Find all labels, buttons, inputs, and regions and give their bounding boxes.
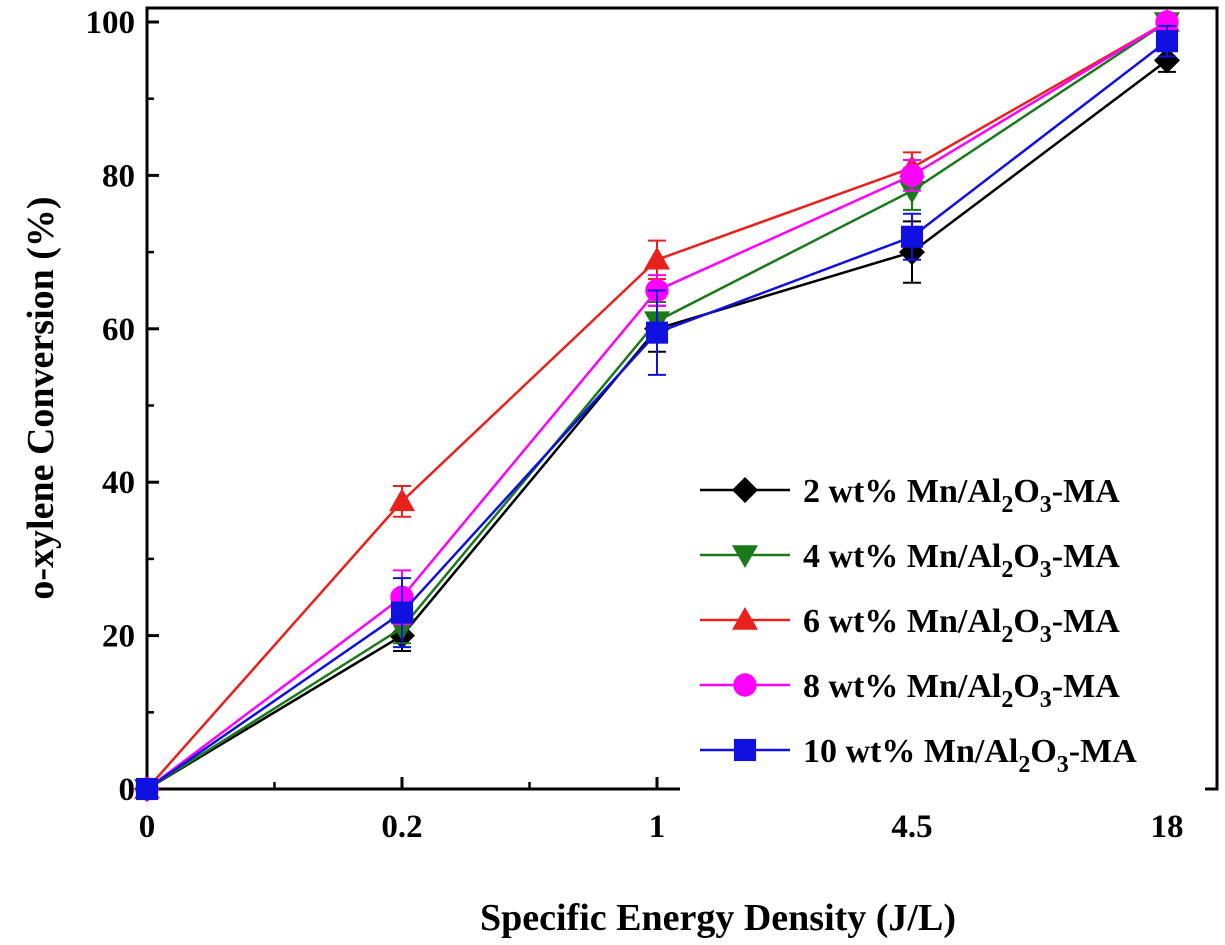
x-tick-label: 4.5 — [891, 809, 932, 845]
data-point — [644, 246, 670, 270]
series-layer — [134, 9, 1180, 802]
legend-marker — [732, 607, 758, 630]
x-tick-label: 1 — [649, 809, 666, 845]
legend-marker — [733, 738, 757, 762]
data-point — [1155, 30, 1179, 53]
legend-entry-4: 8 wt% Mn/Al2O3-MA — [700, 668, 1120, 713]
legend-label: 6 wt% Mn/Al2O3-MA — [803, 603, 1120, 648]
legend-marker — [732, 545, 758, 568]
legend-entry-5: 10 wt% Mn/Al2O3-MA — [700, 733, 1137, 778]
data-point — [900, 225, 924, 248]
legend-label: 10 wt% Mn/Al2O3-MA — [803, 733, 1137, 778]
axes: 0 20 40 60 80 100 0 0.2 1 4.5 18 — [86, 5, 1184, 845]
legend-label: 4 wt% Mn/Al2O3-MA — [803, 538, 1120, 583]
y-tick-label: 100 — [86, 5, 136, 41]
data-point — [1155, 10, 1179, 34]
y-axis-title: o-xylene Conversion (%) — [20, 196, 62, 599]
legend-marker — [732, 477, 758, 503]
data-point — [645, 321, 669, 344]
y-tick-label: 80 — [102, 158, 135, 194]
legend-marker — [733, 673, 757, 697]
data-point — [900, 163, 924, 188]
y-tick-label: 60 — [102, 312, 135, 348]
y-tick-label: 0 — [119, 772, 136, 808]
x-tick-label: 0.2 — [381, 809, 422, 845]
x-axis-title: Specific Energy Density (J/L) — [480, 897, 956, 939]
legend-label: 2 wt% Mn/Al2O3-MA — [803, 473, 1120, 518]
data-point — [135, 777, 159, 801]
data-point — [1154, 47, 1180, 74]
legend-entry-1: 2 wt% Mn/Al2O3-MA — [700, 473, 1120, 518]
series-5 — [135, 24, 1179, 801]
data-point — [389, 488, 415, 512]
legend-box — [680, 435, 1205, 795]
data-point — [390, 601, 414, 624]
legend: 2 wt% Mn/Al2O3-MA 4 wt% Mn/Al2O3-MA 6 wt% … — [680, 435, 1205, 795]
y-tick-label: 20 — [102, 619, 135, 655]
x-tick-label: 0 — [139, 809, 156, 845]
y-tick-label: 40 — [102, 465, 135, 501]
x-tick-label: 18 — [1151, 809, 1184, 845]
data-point — [899, 180, 925, 204]
legend-entry-3: 6 wt% Mn/Al2O3-MA — [700, 603, 1120, 648]
legend-entry-2: 4 wt% Mn/Al2O3-MA — [700, 538, 1120, 583]
legend-label: 8 wt% Mn/Al2O3-MA — [803, 668, 1120, 713]
